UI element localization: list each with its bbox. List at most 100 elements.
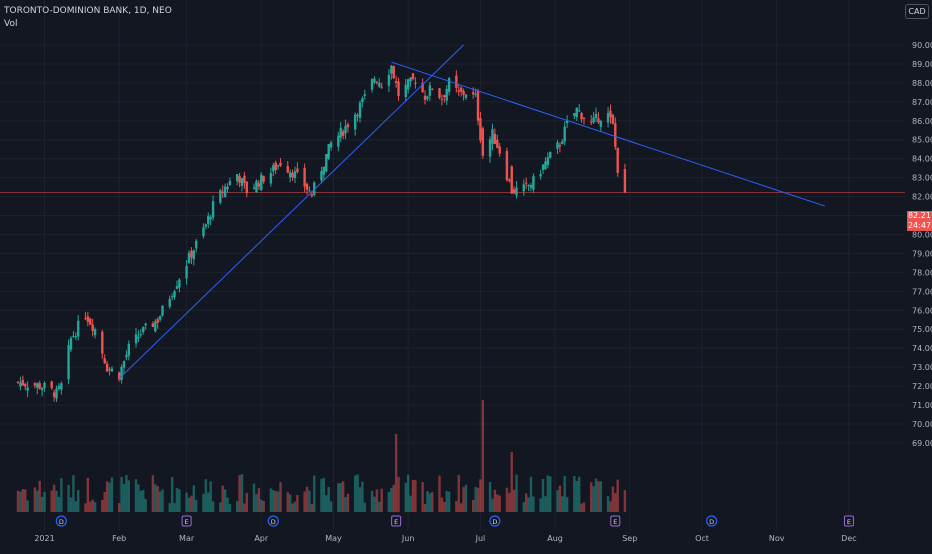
price-candles xyxy=(16,64,627,403)
candle-body xyxy=(161,305,164,316)
volume-bar xyxy=(122,484,126,512)
candle-body xyxy=(238,175,241,183)
event-marker-label: E xyxy=(185,518,189,526)
y-tick-label: 69.00 xyxy=(912,439,932,448)
candle-body xyxy=(409,77,412,82)
volume-bar xyxy=(19,491,22,512)
volume-bar xyxy=(455,501,458,512)
y-tick-label: 90.00 xyxy=(912,41,932,50)
candle-body xyxy=(457,90,460,92)
volume-bar xyxy=(55,490,58,512)
candle-body xyxy=(594,113,598,119)
volume-bar xyxy=(361,481,364,512)
dividend-marker xyxy=(706,515,718,527)
volume-bar xyxy=(195,500,198,512)
candle-body xyxy=(390,65,393,74)
candle-body xyxy=(192,250,196,260)
candle-body xyxy=(320,171,323,181)
candle-body xyxy=(493,133,497,145)
candle-body xyxy=(262,176,265,182)
event-marker-label: E xyxy=(847,518,851,526)
volume-bar xyxy=(515,474,518,512)
candle-body xyxy=(204,224,208,227)
candle-body xyxy=(527,184,530,186)
volume-bar xyxy=(240,474,244,512)
candle-body xyxy=(524,182,528,184)
candle-body xyxy=(91,324,94,331)
volume-bar xyxy=(556,490,559,512)
candle-body xyxy=(255,180,258,193)
volume-bar xyxy=(72,475,75,512)
candle-body xyxy=(305,183,309,190)
volume-bar xyxy=(89,501,92,512)
candle-body xyxy=(411,73,415,80)
candle-body xyxy=(274,162,277,171)
candle-body xyxy=(421,82,424,93)
candle-body xyxy=(462,90,465,95)
volume-bar xyxy=(529,476,533,512)
candle-body xyxy=(510,166,513,194)
volume-bar xyxy=(474,487,477,512)
earnings-marker xyxy=(391,515,402,527)
volume-bar xyxy=(580,503,583,512)
candle-body xyxy=(344,125,347,134)
volume-bar xyxy=(272,490,275,512)
y-tick-label: 75.00 xyxy=(912,325,932,334)
volume-bar xyxy=(491,498,494,512)
volume-bars xyxy=(16,400,627,512)
candle-body xyxy=(296,168,299,172)
candle-body xyxy=(327,144,330,159)
volume-bar xyxy=(325,495,328,512)
event-marker-label: D xyxy=(271,518,276,526)
candle-body xyxy=(539,174,542,177)
volume-bar xyxy=(623,490,627,512)
volume-bar xyxy=(327,487,330,512)
volume-bar xyxy=(464,484,468,512)
candle-body xyxy=(471,92,475,95)
y-tick-label: 79.00 xyxy=(912,249,932,258)
candle-body xyxy=(375,81,379,83)
volume-bar xyxy=(84,503,87,512)
candle-body xyxy=(168,298,171,307)
volume-bar xyxy=(269,488,273,512)
candle-body xyxy=(532,176,535,190)
candle-body xyxy=(544,161,547,170)
volume-bar xyxy=(144,498,147,512)
volume-bar xyxy=(337,483,340,512)
volume-bar xyxy=(496,494,499,512)
candle-body xyxy=(522,184,525,192)
candle-body xyxy=(423,95,427,101)
volume-bar xyxy=(209,481,212,512)
candle-body xyxy=(479,117,482,141)
volume-bar xyxy=(105,481,109,512)
candle-body xyxy=(55,388,58,399)
candle-body xyxy=(392,65,395,79)
volume-bar xyxy=(226,497,229,512)
candle-body xyxy=(592,117,595,123)
x-tick-label: Feb xyxy=(112,534,126,543)
volume-bar xyxy=(606,496,610,512)
volume-bar xyxy=(488,481,492,512)
candle-body xyxy=(209,217,212,220)
volume-bar xyxy=(380,488,383,512)
volume-bar xyxy=(443,501,446,512)
x-tick-label: Oct xyxy=(695,534,709,543)
candle-body xyxy=(243,175,246,183)
candle-body xyxy=(269,172,273,184)
candle-body xyxy=(428,85,432,96)
volume-bar xyxy=(549,476,552,512)
axes: 69.00 70.00 71.00 72.00 73.00 74.00 75.00 76.00… xyxy=(34,41,932,543)
candle-body xyxy=(397,81,400,96)
volume-bar xyxy=(108,482,111,512)
currency-badge[interactable]: CAD xyxy=(905,4,929,19)
candle-body xyxy=(406,79,410,90)
candle-body xyxy=(260,174,263,191)
volume-bar xyxy=(512,489,516,512)
x-tick-label: Dec xyxy=(841,534,856,543)
x-tick-label: May xyxy=(325,534,342,543)
candle-body xyxy=(404,84,407,97)
candle-body xyxy=(158,316,162,320)
candle-body xyxy=(221,191,224,193)
